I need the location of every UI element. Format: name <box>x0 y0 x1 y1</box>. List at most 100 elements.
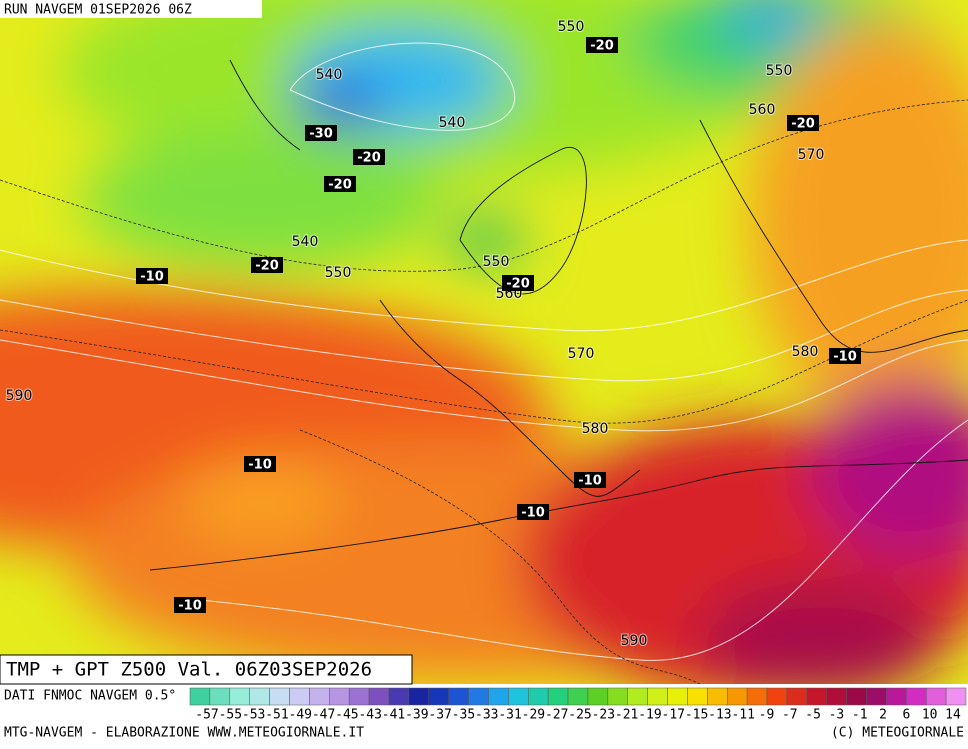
scale-label: -5 <box>805 708 821 723</box>
scale-swatch <box>289 687 310 706</box>
temperature-label: -10 <box>521 506 545 521</box>
scale-swatch <box>329 687 350 706</box>
scale-label: -29 <box>522 708 545 723</box>
temperature-label: -20 <box>357 151 381 166</box>
scale-swatch <box>766 687 788 706</box>
height-label: 580 <box>792 344 819 360</box>
height-label: 540 <box>439 115 466 131</box>
temperature-label: -20 <box>791 117 815 132</box>
temperature-label: -10 <box>248 458 272 473</box>
scale-swatch <box>786 687 808 706</box>
run-header: RUN NAVGEM 01SEP2026 06Z <box>4 3 192 18</box>
scale-label: 6 <box>902 708 910 723</box>
scale-label: -3 <box>829 708 845 723</box>
scale-swatch <box>607 687 628 706</box>
scale-label: -31 <box>498 708 521 723</box>
scale-swatch <box>468 687 489 706</box>
scale-label: -53 <box>242 708 265 723</box>
scale-label: -37 <box>428 708 451 723</box>
credit: MTG-NAVGEM - ELABORAZIONE WWW.METEOGIORN… <box>4 726 364 741</box>
scale-swatch <box>707 687 728 706</box>
temperature-label-box <box>174 597 206 613</box>
scale-swatch <box>866 687 887 706</box>
scale-label: -21 <box>615 708 638 723</box>
temperature-label-box <box>586 37 618 53</box>
scale-label: -47 <box>312 708 335 723</box>
copyright: (C) METEOGIORNALE <box>831 726 964 741</box>
scale-label: -33 <box>475 708 498 723</box>
scale-swatch <box>925 687 947 706</box>
temperature-label-box <box>517 504 549 520</box>
scale-label: -57 <box>195 708 218 723</box>
temperature-label: -30 <box>309 127 333 142</box>
temperature-label-box <box>305 125 337 141</box>
scale-label: -17 <box>662 708 685 723</box>
scale-swatch <box>746 687 768 706</box>
scale-swatch <box>547 687 569 706</box>
scale-swatch <box>309 687 330 706</box>
scale-label: -45 <box>335 708 358 723</box>
height-label: 590 <box>6 388 33 404</box>
data-source: DATI FNMOC NAVGEM 0.5° <box>4 689 176 704</box>
height-label: 570 <box>568 346 595 362</box>
scale-label: -25 <box>568 708 591 723</box>
height-label: 540 <box>316 67 343 83</box>
scale-swatch <box>448 687 469 706</box>
scale-swatch <box>667 687 688 706</box>
height-label: 540 <box>292 234 319 250</box>
scale-swatch <box>647 687 668 706</box>
temperature-label: -10 <box>140 270 164 285</box>
temperature-label-box <box>244 456 276 472</box>
temperature-label: -10 <box>578 474 602 489</box>
temperature-label-box <box>324 176 356 192</box>
scale-swatch <box>806 687 827 706</box>
scale-label: -39 <box>405 708 428 723</box>
scale-swatch <box>906 687 927 706</box>
temperature-label: -20 <box>255 259 279 274</box>
scale-label: -27 <box>545 708 568 723</box>
scale-swatch <box>945 687 967 706</box>
scale-label: 14 <box>945 708 961 723</box>
scale-label: 2 <box>879 708 887 723</box>
scale-label: -41 <box>382 708 405 723</box>
temperature-label: -10 <box>178 599 202 614</box>
height-label: 580 <box>582 421 609 437</box>
scale-swatch <box>826 687 847 706</box>
temperature-label-box <box>353 149 385 165</box>
scale-swatch <box>209 687 231 706</box>
scale-label: -13 <box>708 708 731 723</box>
scale-swatch <box>269 687 290 706</box>
scale-swatch <box>508 687 529 706</box>
temperature-label: -20 <box>506 277 530 292</box>
height-label: 550 <box>558 19 585 35</box>
temperature-label-box <box>251 257 283 273</box>
color-scale: -57 -55 -53 -51 -49 -47 -45 -43 -41 -39 -37 -35 -33-… <box>189 687 967 723</box>
height-label: 570 <box>798 147 825 163</box>
scale-swatch <box>587 687 609 706</box>
scale-label: -7 <box>782 708 798 723</box>
height-label: 550 <box>325 265 352 281</box>
header-box <box>0 0 262 18</box>
temperature-label-box <box>502 275 534 291</box>
scale-swatch <box>249 687 270 706</box>
scale-swatch <box>726 687 748 706</box>
scale-label: -49 <box>289 708 312 723</box>
scale-swatch <box>229 687 250 706</box>
scale-swatch <box>348 687 370 706</box>
scale-label: -19 <box>638 708 661 723</box>
temperature-label-box <box>136 268 168 284</box>
temperature-label: -20 <box>328 178 352 193</box>
scale-swatch <box>488 687 509 706</box>
temperature-label: -20 <box>590 39 614 54</box>
scale-swatch <box>408 687 430 706</box>
scale-label: -15 <box>685 708 708 723</box>
scale-label: -55 <box>219 708 242 723</box>
scale-label: -9 <box>759 708 775 723</box>
temperature-label-box <box>829 348 861 364</box>
scale-label: -43 <box>358 708 381 723</box>
height-label: 550 <box>766 63 793 79</box>
temperature-label: -10 <box>833 350 857 365</box>
scale-label: -35 <box>452 708 475 723</box>
scale-swatch <box>428 687 449 706</box>
